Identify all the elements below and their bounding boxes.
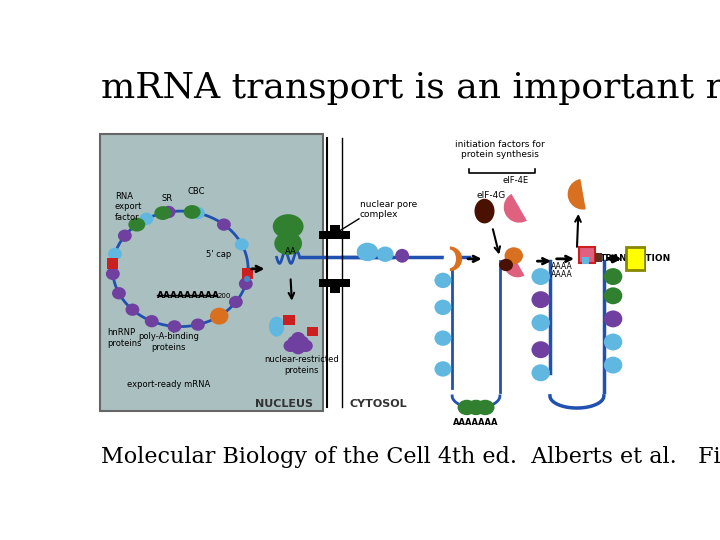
Bar: [307, 327, 318, 336]
Ellipse shape: [191, 207, 204, 219]
Ellipse shape: [604, 287, 622, 304]
Text: AAAA: AAAA: [551, 262, 572, 271]
Ellipse shape: [287, 336, 301, 348]
Ellipse shape: [531, 268, 550, 285]
Text: RNA
export
factor: RNA export factor: [115, 192, 143, 221]
Bar: [626, 247, 644, 271]
Ellipse shape: [108, 248, 122, 260]
Text: AAAAAAA: AAAAAAA: [454, 418, 499, 427]
Ellipse shape: [434, 273, 451, 288]
Ellipse shape: [604, 356, 622, 374]
Text: AAAA: AAAA: [551, 270, 572, 279]
Bar: [243, 268, 253, 279]
Ellipse shape: [505, 247, 523, 264]
Wedge shape: [450, 247, 462, 271]
Ellipse shape: [299, 340, 312, 352]
Bar: [330, 225, 340, 231]
Wedge shape: [504, 194, 527, 222]
Ellipse shape: [474, 199, 495, 224]
Ellipse shape: [444, 249, 456, 268]
Text: initiation factors for
protein synthesis: initiation factors for protein synthesis: [455, 140, 545, 159]
Ellipse shape: [434, 330, 451, 346]
Text: 200: 200: [217, 293, 230, 299]
Bar: [319, 279, 350, 287]
Text: AA: AA: [284, 247, 297, 256]
Ellipse shape: [128, 218, 145, 232]
Ellipse shape: [457, 400, 476, 415]
Ellipse shape: [191, 319, 204, 331]
Text: Molecular Biology of the Cell 4th ed.  Alberts et al.   Fig 6.40: Molecular Biology of the Cell 4th ed. Al…: [101, 447, 720, 469]
Bar: [579, 247, 595, 264]
Ellipse shape: [239, 278, 253, 290]
Ellipse shape: [604, 310, 622, 327]
Ellipse shape: [531, 364, 550, 381]
Text: poly-A-binding
proteins: poly-A-binding proteins: [138, 332, 199, 352]
Ellipse shape: [269, 316, 284, 336]
Ellipse shape: [162, 206, 176, 218]
Text: CYTOSOL: CYTOSOL: [350, 399, 408, 409]
Ellipse shape: [112, 287, 126, 299]
Text: nuclear-restricted
proteins: nuclear-restricted proteins: [264, 355, 338, 375]
Ellipse shape: [154, 206, 171, 220]
Bar: [595, 253, 603, 262]
Text: SR: SR: [162, 193, 173, 202]
Bar: [283, 315, 295, 325]
Ellipse shape: [235, 238, 248, 251]
Ellipse shape: [273, 214, 304, 239]
Text: CBC: CBC: [187, 187, 204, 197]
Ellipse shape: [291, 342, 305, 354]
Ellipse shape: [434, 300, 451, 315]
Text: hnRNP
proteins: hnRNP proteins: [107, 328, 142, 348]
Ellipse shape: [125, 303, 140, 316]
Ellipse shape: [284, 340, 297, 352]
Wedge shape: [504, 252, 525, 278]
Ellipse shape: [434, 361, 451, 377]
Ellipse shape: [140, 213, 153, 225]
Text: export-ready mRNA: export-ready mRNA: [127, 380, 210, 389]
Text: mRNA transport is an important regulatory step: mRNA transport is an important regulator…: [101, 71, 720, 105]
Text: nuclear pore
complex: nuclear pore complex: [360, 200, 417, 219]
Ellipse shape: [210, 308, 228, 325]
Ellipse shape: [531, 314, 550, 331]
Bar: [582, 256, 589, 264]
Ellipse shape: [106, 268, 120, 280]
Ellipse shape: [476, 400, 495, 415]
Ellipse shape: [244, 276, 250, 282]
Text: AAAAAAAAA: AAAAAAAAA: [157, 291, 220, 300]
Ellipse shape: [274, 232, 302, 255]
Ellipse shape: [295, 336, 309, 348]
Text: TRANSLATION: TRANSLATION: [600, 254, 671, 264]
Text: 5' cap: 5' cap: [206, 249, 231, 259]
Ellipse shape: [184, 205, 201, 219]
Ellipse shape: [118, 230, 132, 242]
Ellipse shape: [217, 219, 231, 231]
Ellipse shape: [212, 310, 226, 322]
Ellipse shape: [377, 247, 394, 262]
Text: eIF-4G: eIF-4G: [477, 191, 506, 200]
Ellipse shape: [499, 259, 513, 271]
Ellipse shape: [291, 332, 305, 345]
Ellipse shape: [467, 400, 485, 415]
Bar: [99, 134, 323, 411]
Wedge shape: [567, 179, 586, 210]
Ellipse shape: [531, 341, 550, 358]
Ellipse shape: [356, 242, 378, 261]
Bar: [330, 287, 340, 293]
Ellipse shape: [604, 334, 622, 350]
Ellipse shape: [229, 296, 243, 308]
Ellipse shape: [604, 268, 622, 285]
Ellipse shape: [395, 249, 409, 262]
Ellipse shape: [168, 320, 181, 333]
Ellipse shape: [145, 315, 158, 327]
Text: NUCLEUS: NUCLEUS: [256, 399, 313, 409]
Text: eIF-4E: eIF-4E: [503, 176, 528, 185]
Bar: [107, 259, 118, 269]
Ellipse shape: [531, 291, 550, 308]
Bar: [319, 231, 350, 239]
